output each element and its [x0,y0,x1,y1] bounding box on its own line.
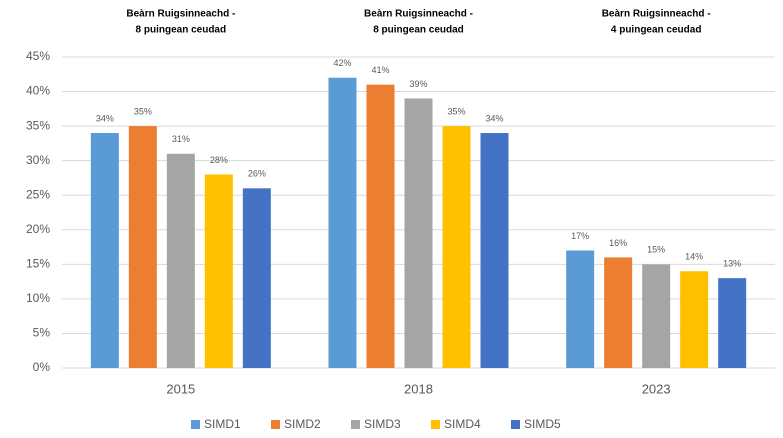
legend-swatch [431,420,440,429]
value-label: 14% [685,252,703,262]
bar [404,98,433,368]
value-label: 26% [248,169,266,179]
value-label: 42% [333,58,351,68]
annotation: Beàrn Ruigsinneachd - [602,9,711,20]
legend-swatch [191,420,200,429]
annotation: 8 puingean ceudad [136,25,227,36]
bar [642,264,671,368]
value-label: 34% [96,113,114,123]
y-tick-label: 45% [26,49,50,63]
y-tick-label: 35% [26,118,50,132]
value-label: 28% [210,155,228,165]
legend-swatch [511,420,520,429]
bar [166,153,195,368]
legend-swatch [271,420,280,429]
annotation: 8 puingean ceudad [373,25,464,36]
legend-label: SIMD2 [284,417,321,431]
value-label: 39% [409,79,427,89]
bar [442,126,471,368]
bar [366,84,395,369]
y-tick-label: 10% [26,291,50,305]
legend-label: SIMD3 [364,417,401,431]
bar [328,77,357,368]
x-tick-label: 2023 [642,381,671,396]
y-tick-label: 5% [33,326,51,340]
bar [566,250,595,368]
bar [680,271,709,368]
y-tick-label: 20% [26,222,50,236]
bar [242,188,271,368]
legend-label: SIMD4 [444,417,481,431]
value-label: 34% [485,113,503,123]
value-label: 35% [447,106,465,116]
annotation: Beàrn Ruigsinneachd - [126,9,235,20]
x-tick-label: 2018 [404,381,433,396]
value-label: 17% [571,231,589,241]
value-label: 15% [647,245,665,255]
bar [204,174,233,368]
y-tick-label: 15% [26,257,50,271]
legend-label: SIMD5 [524,417,561,431]
legend-label: SIMD1 [204,417,241,431]
y-tick-label: 25% [26,187,50,201]
annotation: Beàrn Ruigsinneachd - [364,9,473,20]
value-label: 16% [609,238,627,248]
bar [480,133,509,368]
y-tick-label: 30% [26,153,50,167]
value-label: 41% [371,65,389,75]
legend-swatch [351,420,360,429]
bar [128,126,157,368]
x-tick-label: 2015 [166,381,195,396]
y-tick-label: 40% [26,84,50,98]
bar [604,257,633,368]
bar [718,278,747,368]
y-tick-label: 0% [33,360,51,374]
value-label: 31% [172,134,190,144]
value-label: 35% [134,106,152,116]
value-label: 13% [723,259,741,269]
annotation: 4 puingean ceudad [611,25,702,36]
bar [90,133,119,368]
